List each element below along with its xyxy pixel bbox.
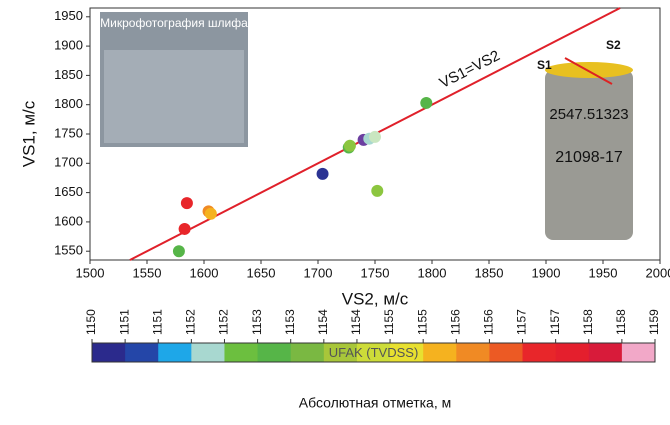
colorbar-tick-label: 1154 [316, 309, 330, 335]
micro-photo-texture [104, 50, 244, 143]
colorbar-segment [456, 343, 490, 362]
colorbar-tick-label: 1155 [415, 309, 429, 335]
point [179, 223, 191, 235]
core-label: 21098-17 [555, 149, 623, 166]
colorbar-segment [191, 343, 225, 362]
colorbar-segment [125, 343, 159, 362]
x-tick-label: 1650 [247, 265, 276, 280]
x-axis-label: VS2, м/с [342, 289, 409, 308]
colorbar-tick-label: 1156 [482, 309, 496, 335]
inset-caption: Микрофотография шлифа [100, 16, 248, 30]
colorbar-label: UFAK (TVDSS) [329, 345, 419, 360]
chart: Микрофотография шлифа S1 S2 2547.51323 2… [0, 0, 670, 420]
colorbar-segment [423, 343, 457, 362]
x-tick-label: 2000 [646, 265, 670, 280]
point [369, 131, 381, 143]
y-axis-label: VS1, м/с [19, 100, 38, 167]
y-tick-label: 1850 [54, 67, 83, 82]
colorbar-tick-label: 1159 [647, 309, 661, 335]
colorbar-segment [224, 343, 258, 362]
point [420, 97, 432, 109]
colorbar-tick-label: 1155 [382, 309, 396, 335]
x-tick-label: 1950 [589, 265, 618, 280]
core-label: 2547.51323 [549, 106, 628, 123]
point [205, 208, 217, 220]
y-tick-label: 1800 [54, 96, 83, 111]
x-tick-label: 1900 [532, 265, 561, 280]
colorbar-segment [92, 343, 126, 362]
y-tick-label: 1700 [54, 155, 83, 170]
y-tick-label: 1950 [54, 8, 83, 23]
core-label: S1 [537, 58, 552, 72]
y-tick-label: 1900 [54, 38, 83, 53]
x-tick-label: 1550 [133, 265, 162, 280]
x-tick-label: 1600 [190, 265, 219, 280]
colorbar-segment [523, 343, 557, 362]
colorbar-title: Абсолютная отметка, м [299, 395, 451, 411]
point [344, 140, 356, 152]
x-tick-label: 1750 [361, 265, 390, 280]
colorbar-tick-label: 1153 [250, 309, 264, 335]
colorbar-segment [158, 343, 192, 362]
point [181, 197, 193, 209]
colorbar-tick-label: 1157 [515, 309, 529, 335]
colorbar-segment [622, 343, 656, 362]
colorbar-tick-label: 1150 [84, 309, 98, 335]
colorbar-tick-label: 1154 [349, 309, 363, 335]
y-tick-label: 1650 [54, 184, 83, 199]
colorbar-tick-label: 1153 [283, 309, 297, 335]
point [173, 245, 185, 257]
colorbar-tick-label: 1151 [150, 309, 164, 335]
colorbar-segment [489, 343, 523, 362]
colorbar-tick-label: 1158 [581, 309, 595, 335]
x-tick-label: 1700 [304, 265, 333, 280]
point [317, 168, 329, 180]
core-top [545, 62, 633, 78]
colorbar-tick-label: 1152 [217, 309, 231, 335]
colorbar-segment [589, 343, 623, 362]
x-tick-label: 1800 [418, 265, 447, 280]
y-tick-label: 1750 [54, 125, 83, 140]
colorbar-segment [556, 343, 590, 362]
colorbar-tick-label: 1158 [614, 309, 628, 335]
x-tick-label: 1500 [76, 265, 105, 280]
y-tick-label: 1550 [54, 243, 83, 258]
colorbar-segment [258, 343, 292, 362]
core-label: S2 [606, 38, 621, 52]
colorbar-tick-label: 1156 [448, 309, 462, 335]
colorbar-tick-label: 1157 [548, 309, 562, 335]
colorbar-tick-label: 1152 [184, 309, 198, 335]
x-tick-label: 1850 [475, 265, 504, 280]
colorbar-tick-label: 1151 [117, 309, 131, 335]
point [371, 185, 383, 197]
y-tick-label: 1600 [54, 213, 83, 228]
colorbar-segment [291, 343, 325, 362]
